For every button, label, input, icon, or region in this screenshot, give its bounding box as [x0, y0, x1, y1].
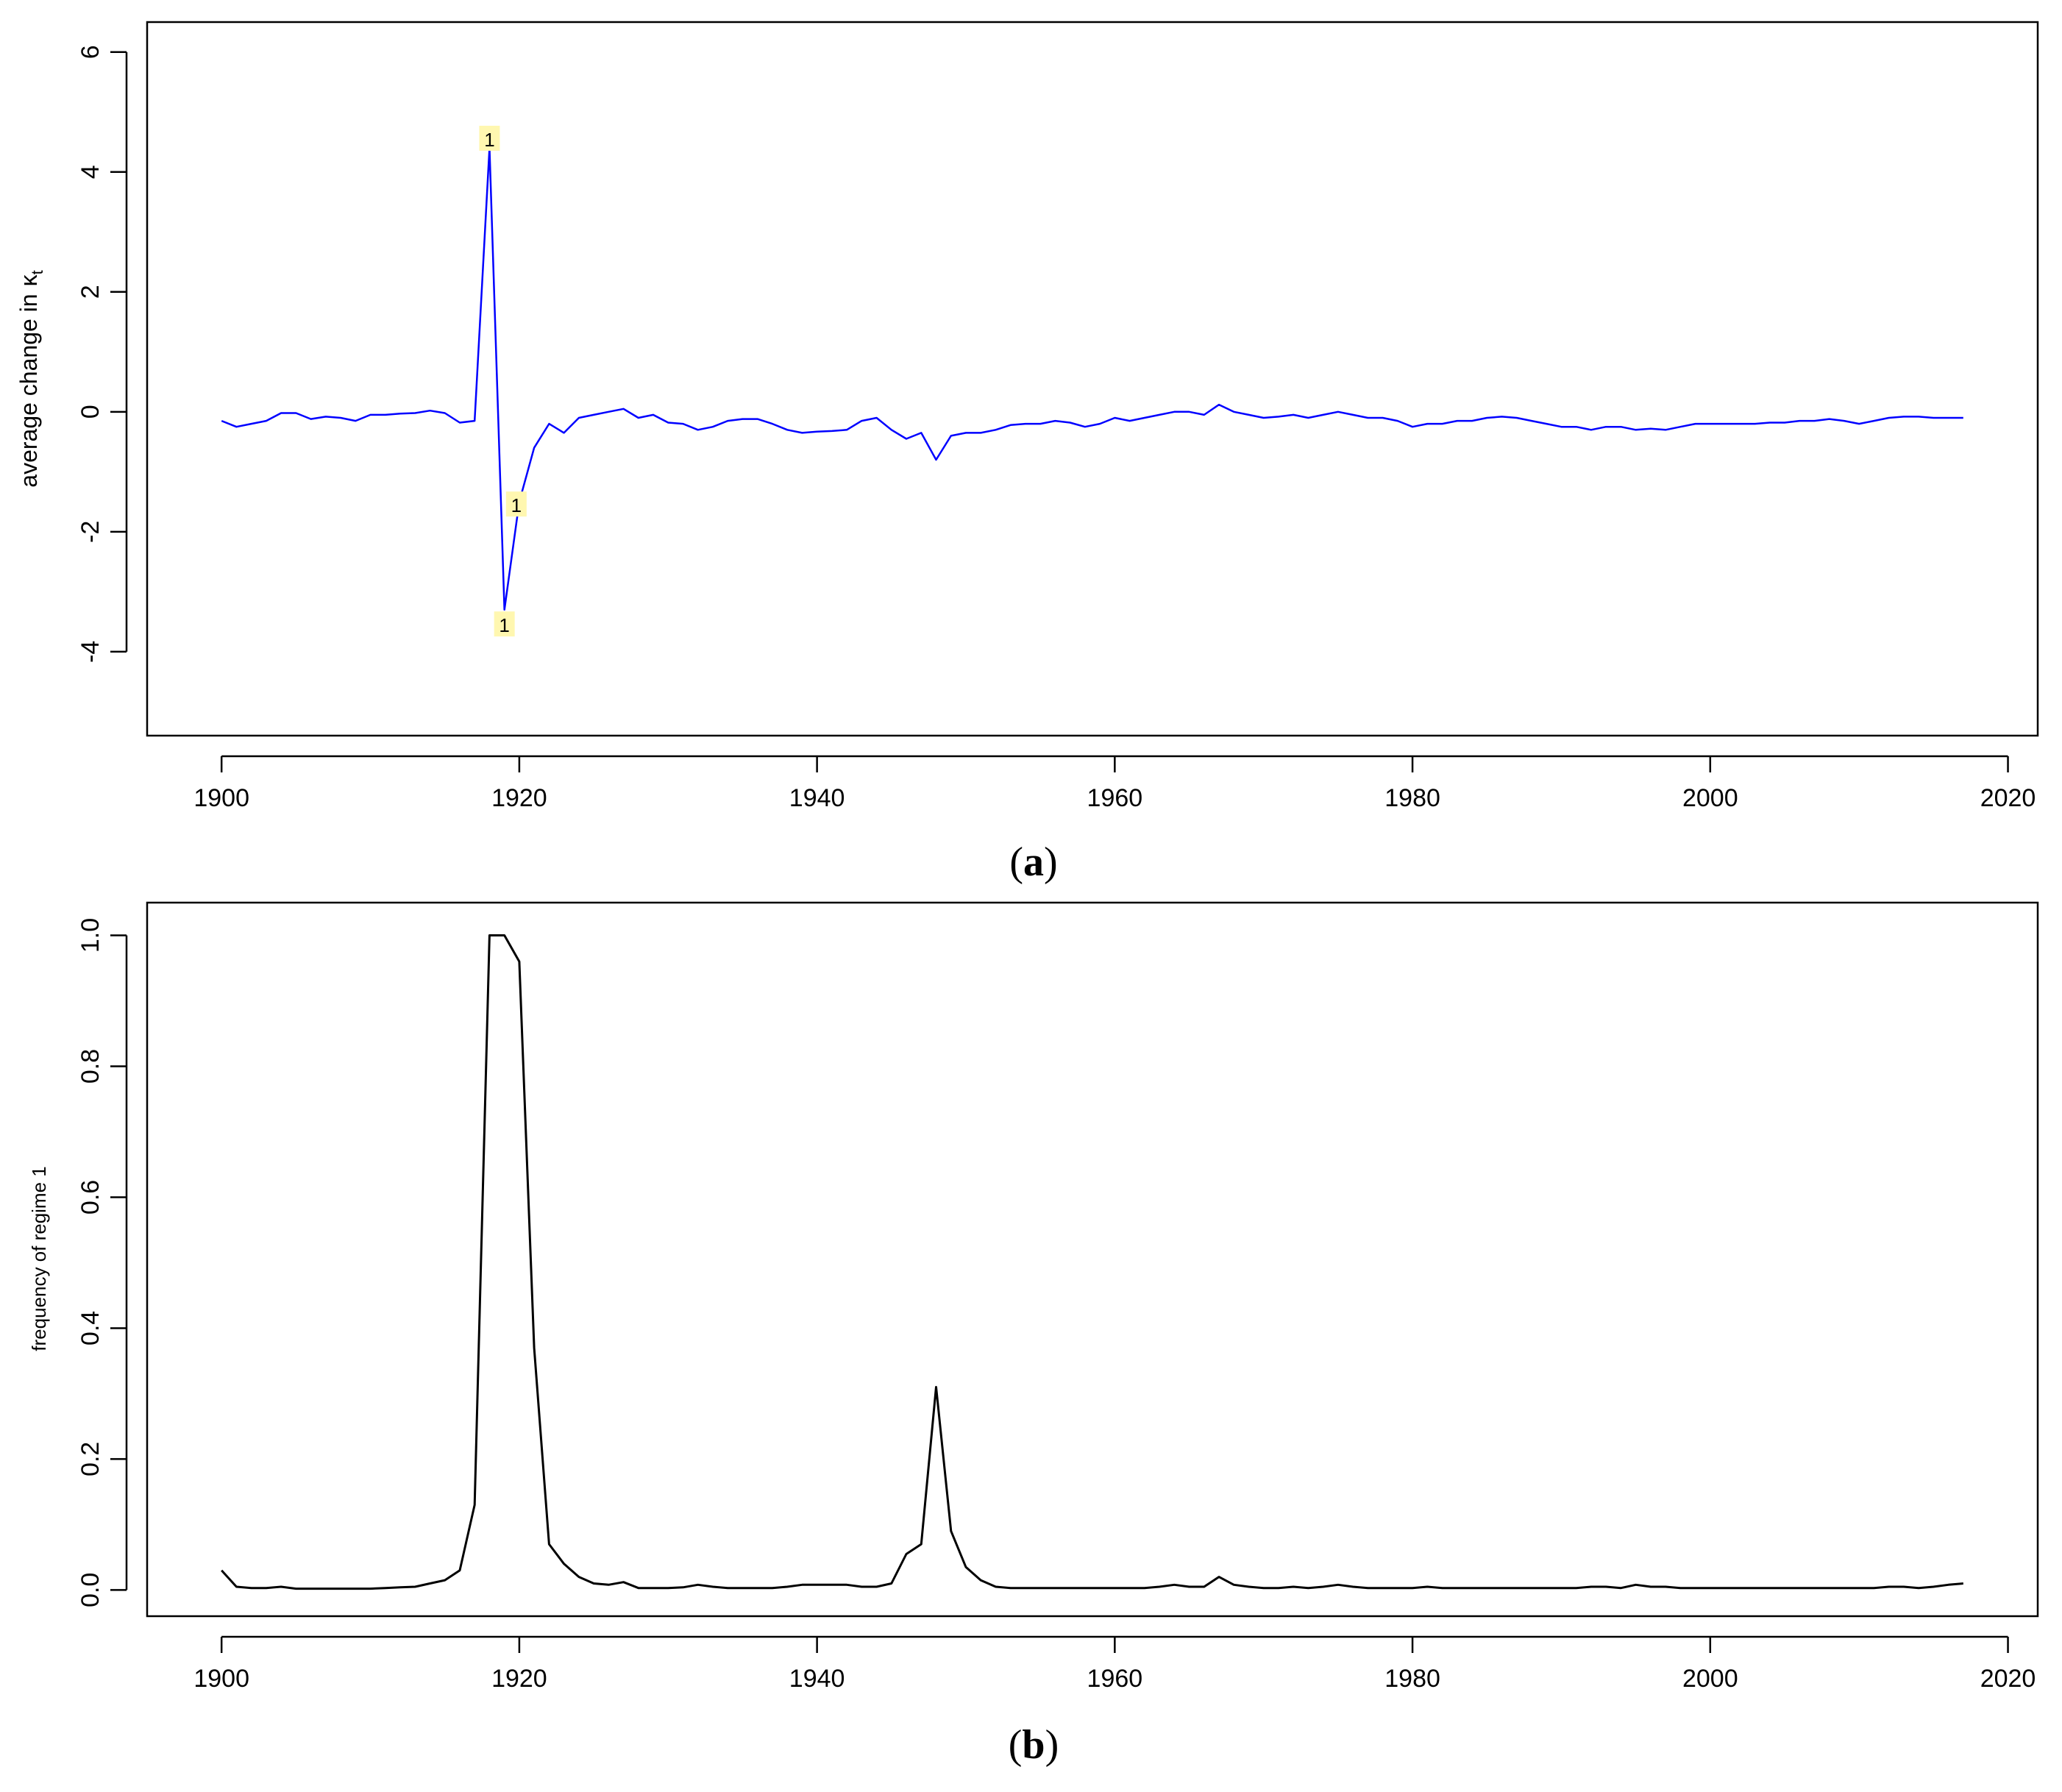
- y-tick-label: 0: [77, 405, 104, 419]
- y-tick-label: 1.0: [77, 918, 104, 953]
- plot-frame: [146, 21, 2039, 737]
- y-axis-label-text: average change in: [15, 294, 42, 487]
- caption-b-letter: b: [1022, 1722, 1045, 1768]
- annotation-highlight: [505, 491, 527, 517]
- annotation-label: 1: [511, 494, 522, 516]
- y-axis-label: average change in κt: [15, 270, 46, 487]
- x-tick-label: 2000: [1682, 1665, 1738, 1693]
- y-tick-label: 0.0: [77, 1573, 104, 1607]
- x-tick-label: 1960: [1087, 1665, 1143, 1693]
- x-tick-label: 1980: [1384, 784, 1440, 812]
- caption-b: (b): [1009, 1722, 1059, 1768]
- plot-frame: [146, 901, 2039, 1618]
- y-tick-label: -4: [77, 641, 104, 663]
- y-tick-label: 4: [77, 165, 104, 179]
- y-axis-label-symbol: κ: [15, 274, 42, 286]
- x-tick-label: 1980: [1384, 1665, 1440, 1693]
- annotation-highlight: [479, 125, 500, 151]
- annotation-highlight: [494, 611, 515, 637]
- y-tick-label: 0.8: [77, 1049, 104, 1084]
- annotation-label: 1: [484, 129, 494, 151]
- caption-a-letter: a: [1023, 839, 1044, 885]
- y-axis-label: frequency of regime 1: [28, 1166, 50, 1351]
- panel-a: average change in κt (a) 1900 1920 1940 1960…: [15, 21, 2039, 885]
- x-tick-label: 1920: [491, 784, 547, 812]
- panel-b: frequency of regime 1 (b) 1900 1920 1940 19…: [28, 901, 2039, 1768]
- y-tick-label: 0.2: [77, 1442, 104, 1476]
- x-tick-label: 1960: [1087, 784, 1143, 812]
- y-tick-label: 6: [77, 45, 104, 59]
- x-tick-label: 1940: [789, 1665, 845, 1693]
- caption-a: (a): [1009, 839, 1057, 885]
- y-tick-label: -2: [77, 521, 104, 543]
- series-line: [221, 146, 1963, 611]
- annotation-label: 1: [499, 614, 509, 636]
- series-line: [221, 934, 1963, 1590]
- x-tick-label: 1940: [789, 784, 845, 812]
- x-tick-label: 1900: [193, 1665, 249, 1693]
- y-tick-label: 2: [77, 285, 104, 299]
- x-tick-label: 1920: [491, 1665, 547, 1693]
- y-tick-label: 0.6: [77, 1180, 104, 1215]
- y-tick-label: 0.4: [77, 1311, 104, 1345]
- x-tick-label: 2020: [1980, 1665, 2036, 1693]
- x-tick-label: 2000: [1682, 784, 1738, 812]
- y-axis-label-subscript: t: [28, 270, 46, 274]
- x-tick-label: 2020: [1980, 784, 2036, 812]
- x-tick-label: 1900: [193, 784, 249, 812]
